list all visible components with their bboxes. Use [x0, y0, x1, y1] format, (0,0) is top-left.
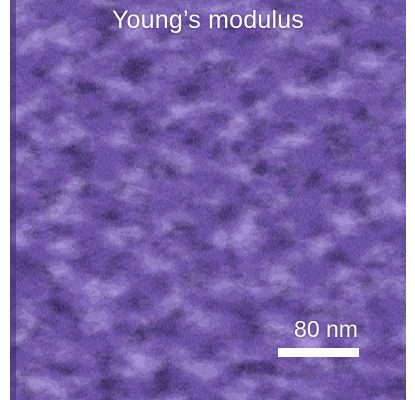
scan-grain	[10, 0, 406, 400]
left-edge-shadow	[10, 0, 16, 400]
texture-canvas	[10, 0, 406, 400]
scale-bar	[278, 348, 359, 357]
scale-bar-label: 80 nm	[294, 316, 358, 342]
image-title: Young’s modulus	[111, 6, 305, 34]
afm-modulus-map: Young’s modulus 80 nm	[10, 0, 406, 400]
